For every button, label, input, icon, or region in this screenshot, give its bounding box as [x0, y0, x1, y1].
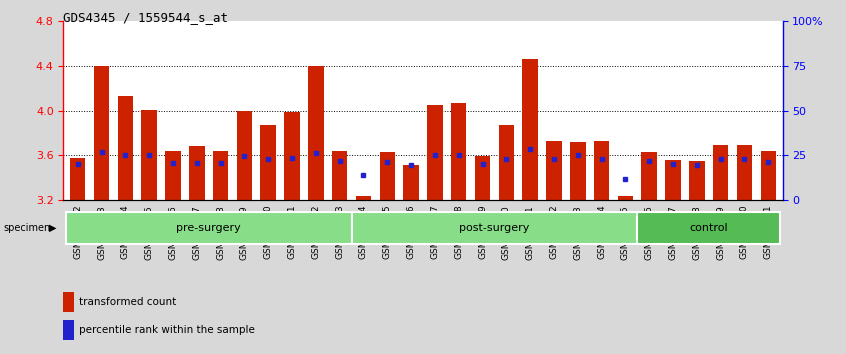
Bar [498, 125, 514, 200]
Bar [618, 195, 633, 200]
Bar [475, 156, 491, 200]
Bar [761, 151, 776, 200]
Bar [70, 158, 85, 200]
FancyBboxPatch shape [352, 212, 637, 244]
Bar [641, 152, 657, 200]
Bar [237, 110, 252, 200]
Bar [547, 141, 562, 200]
Bar [689, 161, 705, 200]
Text: post-surgery: post-surgery [459, 223, 530, 233]
FancyBboxPatch shape [66, 212, 352, 244]
Bar [141, 109, 157, 200]
Bar [523, 59, 538, 200]
Text: percentile rank within the sample: percentile rank within the sample [79, 325, 255, 335]
Bar [594, 141, 609, 200]
Bar [427, 105, 442, 200]
Bar [451, 103, 466, 200]
Bar [355, 195, 371, 200]
Text: transformed count: transformed count [79, 297, 176, 307]
Bar [213, 151, 228, 200]
Text: ▶: ▶ [49, 223, 57, 233]
Text: pre-surgery: pre-surgery [176, 223, 241, 233]
Bar [380, 152, 395, 200]
Text: GDS4345 / 1559544_s_at: GDS4345 / 1559544_s_at [63, 11, 228, 24]
Bar [713, 145, 728, 200]
Bar [404, 165, 419, 200]
Bar [261, 125, 276, 200]
Bar [165, 151, 181, 200]
Bar [284, 112, 299, 200]
Bar [665, 160, 681, 200]
Bar [189, 147, 205, 200]
FancyBboxPatch shape [637, 212, 780, 244]
Bar [332, 151, 348, 200]
Text: control: control [689, 223, 728, 233]
Bar [570, 142, 585, 200]
Bar [737, 145, 752, 200]
Bar [94, 66, 109, 200]
Bar [118, 96, 133, 200]
Bar [308, 66, 323, 200]
Text: specimen: specimen [3, 223, 51, 233]
